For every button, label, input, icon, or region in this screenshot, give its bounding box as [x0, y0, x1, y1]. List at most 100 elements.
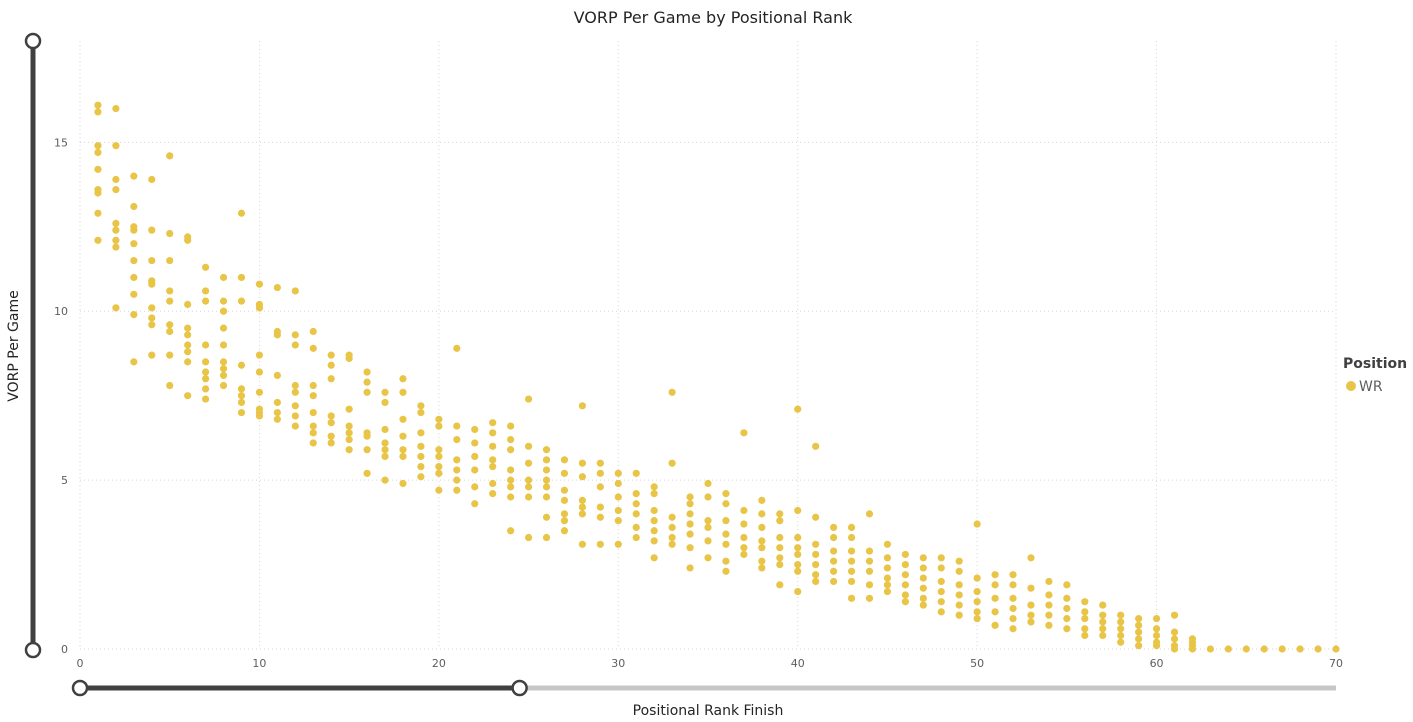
data-point[interactable]	[668, 513, 676, 521]
data-point[interactable]	[704, 537, 712, 545]
data-point[interactable]	[704, 517, 712, 525]
data-point[interactable]	[148, 351, 156, 359]
data-point[interactable]	[1224, 645, 1232, 653]
data-point[interactable]	[184, 331, 192, 339]
data-point[interactable]	[847, 577, 856, 586]
data-point[interactable]	[453, 456, 461, 464]
data-point[interactable]	[596, 459, 604, 467]
data-point[interactable]	[614, 493, 622, 501]
data-point[interactable]	[219, 307, 228, 315]
data-point[interactable]	[273, 283, 281, 292]
data-point[interactable]	[1081, 631, 1089, 640]
data-point[interactable]	[524, 483, 533, 491]
data-point[interactable]	[847, 533, 856, 542]
data-point[interactable]	[973, 587, 981, 596]
data-point[interactable]	[94, 101, 102, 109]
data-point[interactable]	[596, 540, 604, 548]
data-point[interactable]	[632, 469, 640, 477]
data-point[interactable]	[668, 459, 676, 467]
data-point[interactable]	[1170, 645, 1179, 653]
data-point[interactable]	[991, 594, 999, 602]
data-point[interactable]	[650, 517, 658, 525]
data-point[interactable]	[1081, 598, 1089, 606]
data-point[interactable]	[1063, 615, 1071, 623]
data-point[interactable]	[524, 459, 533, 467]
data-point[interactable]	[219, 297, 228, 305]
data-point[interactable]	[327, 439, 335, 447]
data-point[interactable]	[596, 503, 604, 511]
data-point[interactable]	[453, 344, 461, 352]
data-point[interactable]	[722, 490, 730, 498]
data-point[interactable]	[489, 479, 497, 488]
data-point[interactable]	[417, 408, 425, 417]
data-point[interactable]	[542, 446, 551, 454]
data-point[interactable]	[363, 432, 371, 440]
data-point[interactable]	[507, 466, 515, 474]
data-point[interactable]	[776, 560, 784, 569]
data-point[interactable]	[776, 554, 784, 562]
data-point[interactable]	[1135, 635, 1143, 643]
data-point[interactable]	[794, 550, 802, 559]
data-point[interactable]	[812, 513, 820, 521]
data-point[interactable]	[417, 452, 425, 461]
data-point[interactable]	[1081, 615, 1089, 623]
data-point[interactable]	[309, 429, 317, 437]
data-point[interactable]	[1260, 645, 1268, 653]
data-point[interactable]	[1117, 631, 1125, 640]
data-point[interactable]	[112, 243, 120, 251]
data-point[interactable]	[327, 351, 335, 359]
y-slider-min-handle[interactable]	[24, 641, 42, 659]
data-point[interactable]	[471, 500, 479, 508]
data-point[interactable]	[686, 500, 694, 508]
data-point[interactable]	[722, 500, 730, 508]
data-point[interactable]	[578, 510, 587, 518]
data-point[interactable]	[1314, 645, 1322, 653]
data-point[interactable]	[847, 523, 856, 532]
data-point[interactable]	[542, 533, 551, 542]
data-point[interactable]	[830, 533, 838, 542]
data-point[interactable]	[1188, 645, 1197, 653]
data-point[interactable]	[327, 419, 335, 427]
data-point[interactable]	[507, 483, 515, 491]
data-point[interactable]	[578, 459, 587, 467]
data-point[interactable]	[94, 165, 102, 173]
data-point[interactable]	[758, 510, 766, 518]
data-point[interactable]	[1152, 631, 1161, 640]
data-point[interactable]	[381, 452, 389, 461]
data-point[interactable]	[542, 493, 551, 501]
data-point[interactable]	[704, 554, 712, 562]
data-point[interactable]	[363, 368, 371, 376]
data-point[interactable]	[309, 381, 317, 390]
data-point[interactable]	[830, 547, 838, 555]
data-point[interactable]	[901, 581, 909, 589]
data-point[interactable]	[578, 503, 587, 511]
data-point[interactable]	[291, 287, 299, 295]
data-point[interactable]	[453, 486, 461, 494]
data-point[interactable]	[1045, 611, 1053, 619]
data-point[interactable]	[148, 226, 156, 234]
data-point[interactable]	[237, 297, 246, 305]
data-point[interactable]	[112, 219, 120, 227]
data-point[interactable]	[291, 341, 299, 349]
data-point[interactable]	[578, 473, 587, 481]
data-point[interactable]	[435, 415, 443, 423]
data-point[interactable]	[345, 435, 353, 444]
data-point[interactable]	[865, 557, 874, 565]
data-point[interactable]	[381, 398, 389, 407]
data-point[interactable]	[435, 463, 443, 471]
data-point[interactable]	[219, 273, 228, 282]
data-point[interactable]	[1099, 625, 1107, 633]
data-point[interactable]	[489, 442, 497, 450]
data-point[interactable]	[273, 398, 281, 407]
data-point[interactable]	[524, 476, 533, 484]
data-point[interactable]	[327, 361, 335, 369]
data-point[interactable]	[345, 429, 353, 437]
data-point[interactable]	[937, 577, 945, 586]
data-point[interactable]	[758, 496, 766, 504]
data-point[interactable]	[219, 341, 228, 349]
data-point[interactable]	[560, 456, 569, 464]
data-point[interactable]	[776, 510, 784, 518]
data-point[interactable]	[363, 469, 371, 477]
data-point[interactable]	[542, 476, 551, 484]
data-point[interactable]	[776, 544, 784, 552]
